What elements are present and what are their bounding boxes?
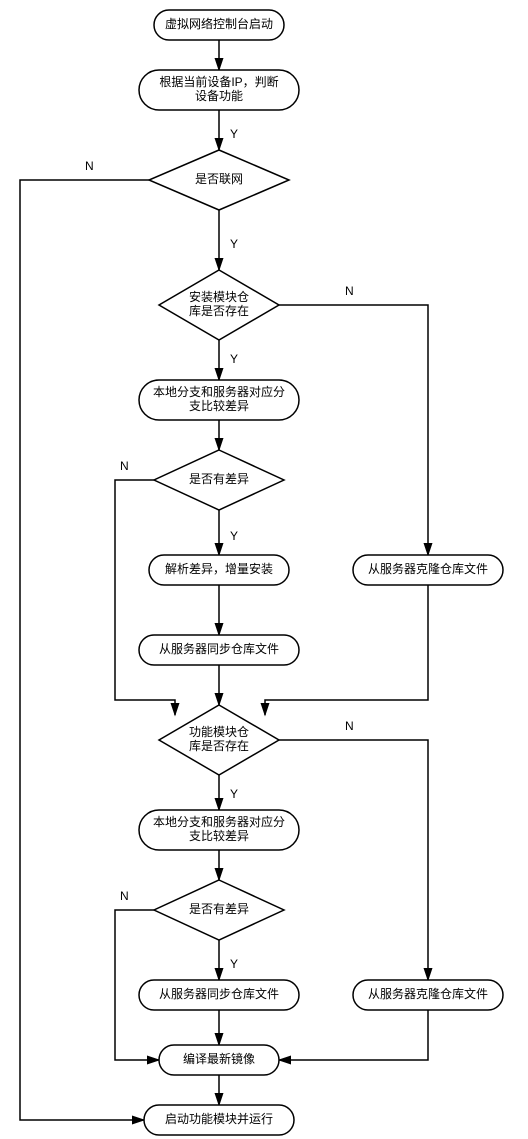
node-label: 是否有差异 bbox=[189, 902, 249, 916]
node-label: 库是否存在 bbox=[189, 303, 249, 318]
node-label: 是否联网 bbox=[195, 172, 243, 186]
node-n14: 从服务器克隆仓库文件 bbox=[353, 980, 503, 1010]
edge-n4-n5: Y bbox=[219, 340, 238, 380]
node-label: 支比较差异 bbox=[189, 828, 249, 843]
node-label: 库是否存在 bbox=[189, 738, 249, 753]
edge-label: Y bbox=[230, 957, 238, 971]
edge-label: Y bbox=[230, 237, 238, 251]
edge-n3-n4: Y bbox=[219, 210, 238, 270]
node-n3: 是否联网 bbox=[149, 150, 289, 210]
edge-label: Y bbox=[230, 787, 238, 801]
edge-n2-n3: Y bbox=[219, 110, 238, 150]
edge-label: Y bbox=[230, 352, 238, 366]
edge-label: N bbox=[120, 459, 129, 473]
edge-n10-n14: N bbox=[279, 719, 428, 980]
node-n5: 本地分支和服务器对应分支比较差异 bbox=[139, 380, 299, 420]
node-n2: 根据当前设备IP，判断设备功能 bbox=[139, 70, 299, 110]
node-n13: 从服务器同步仓库文件 bbox=[139, 980, 299, 1010]
node-n10: 功能模块仓库是否存在 bbox=[159, 705, 279, 775]
node-label: 本地分支和服务器对应分 bbox=[153, 814, 285, 829]
edge-label: Y bbox=[230, 529, 238, 543]
node-label: 安装模块仓 bbox=[189, 289, 249, 304]
edge-n12-n13: Y bbox=[219, 940, 238, 980]
node-label: 从服务器同步仓库文件 bbox=[159, 641, 279, 656]
edge-label: N bbox=[345, 719, 354, 733]
node-label: 根据当前设备IP，判断 bbox=[159, 74, 278, 89]
node-label: 本地分支和服务器对应分 bbox=[153, 384, 285, 399]
node-label: 功能模块仓 bbox=[189, 725, 249, 739]
node-label: 从服务器同步仓库文件 bbox=[159, 986, 279, 1001]
flowchart-canvas: YYNYNYNYNYN 虚拟网络控制台启动根据当前设备IP，判断设备功能是否联网… bbox=[0, 0, 528, 1139]
node-label: 设备功能 bbox=[195, 89, 243, 103]
node-label: 支比较差异 bbox=[189, 398, 249, 413]
edge-n6-n10: N bbox=[115, 459, 175, 715]
node-label: 启动功能模块并运行 bbox=[165, 1112, 273, 1126]
edge-n3-n16: N bbox=[20, 159, 149, 1120]
node-label: 虚拟网络控制台启动 bbox=[165, 16, 273, 31]
edge-label: N bbox=[85, 159, 94, 173]
node-n8: 从服务器同步仓库文件 bbox=[139, 635, 299, 665]
node-n7: 解析差异，增量安装 bbox=[149, 555, 289, 585]
node-n6: 是否有差异 bbox=[154, 450, 284, 510]
node-n9: 从服务器克隆仓库文件 bbox=[353, 555, 503, 585]
edge-n14-n15 bbox=[279, 1010, 428, 1060]
edge-label: N bbox=[120, 889, 129, 903]
edge-label: N bbox=[345, 284, 354, 298]
node-label: 编译最新镜像 bbox=[183, 1051, 255, 1066]
node-label: 从服务器克隆仓库文件 bbox=[368, 986, 488, 1001]
node-n12: 是否有差异 bbox=[154, 880, 284, 940]
edge-n12-n15: N bbox=[115, 889, 159, 1060]
edge-n10-n11: Y bbox=[219, 775, 238, 810]
node-n1: 虚拟网络控制台启动 bbox=[154, 10, 284, 40]
edge-n4-n9: N bbox=[279, 284, 428, 555]
node-n4: 安装模块仓库是否存在 bbox=[159, 270, 279, 340]
node-n11: 本地分支和服务器对应分支比较差异 bbox=[139, 810, 299, 850]
node-n15: 编译最新镜像 bbox=[159, 1045, 279, 1075]
node-label: 是否有差异 bbox=[189, 472, 249, 486]
node-label: 从服务器克隆仓库文件 bbox=[368, 561, 488, 576]
edge-n6-n7: Y bbox=[219, 510, 238, 555]
edge-label: Y bbox=[230, 127, 238, 141]
node-n16: 启动功能模块并运行 bbox=[144, 1105, 294, 1135]
node-label: 解析差异，增量安装 bbox=[165, 561, 273, 576]
